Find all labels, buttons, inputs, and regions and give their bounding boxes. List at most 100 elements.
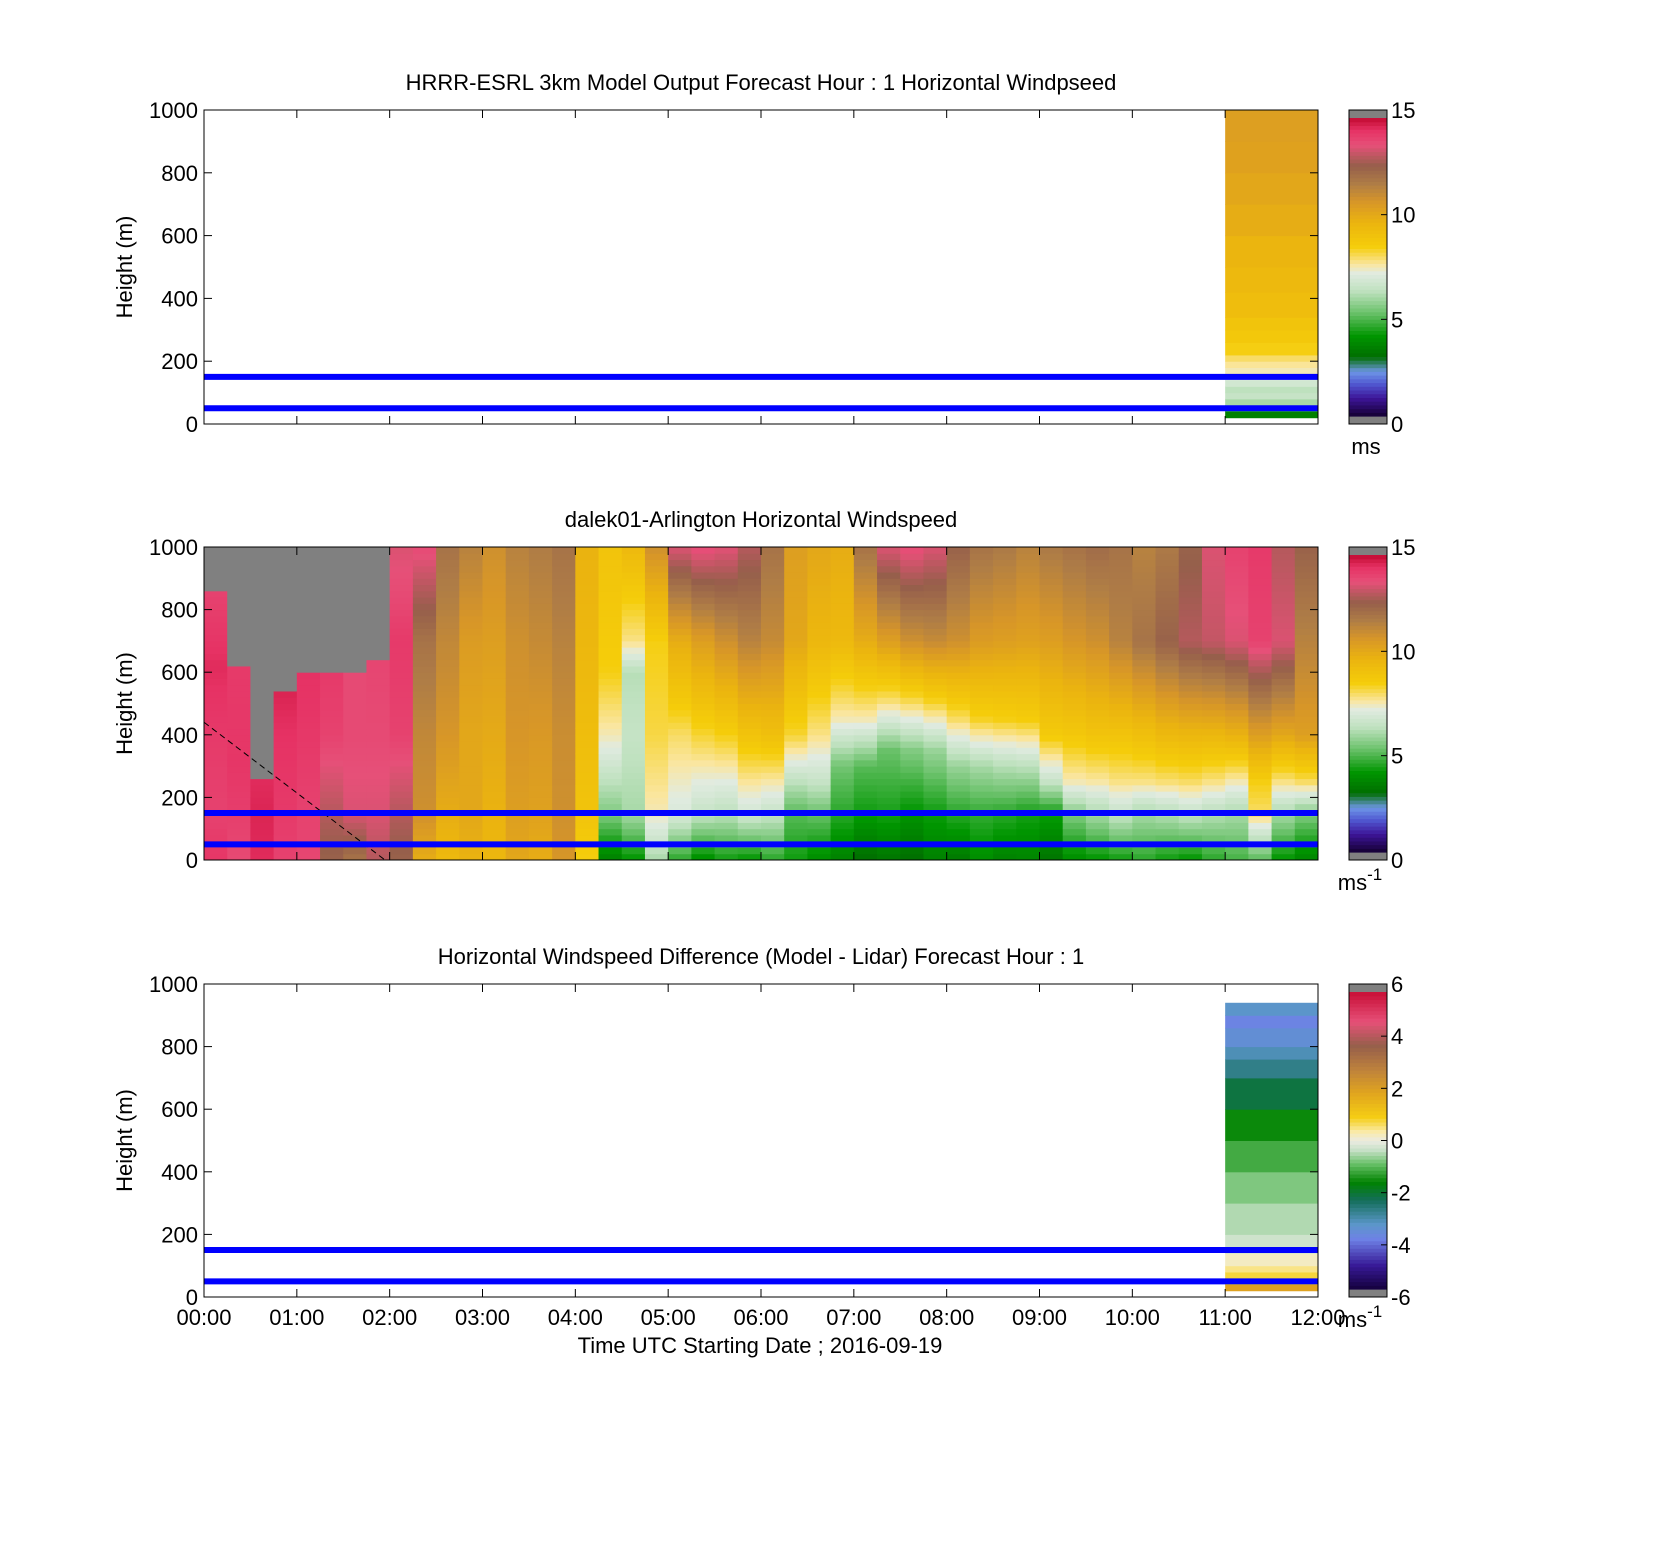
heatmap-cell (1039, 741, 1064, 748)
heatmap-cell (877, 672, 901, 679)
heatmap-cell (389, 759, 414, 767)
heatmap-cell (459, 791, 483, 798)
heatmap-cell (737, 597, 762, 604)
heatmap-cell (644, 665, 669, 673)
heatmap-cell (482, 578, 507, 586)
heatmap-cell (250, 547, 275, 554)
heatmap-cell (668, 565, 692, 573)
heatmap-cell (227, 615, 251, 623)
heatmap-cell (1062, 816, 1087, 823)
heatmap-cell (552, 822, 576, 830)
heatmap-cell (1271, 609, 1296, 617)
heatmap-cell (761, 665, 785, 673)
heatmap-cell (714, 784, 739, 792)
heatmap-cell (459, 822, 483, 830)
heatmap-cell (1132, 684, 1157, 692)
heatmap-cell (412, 716, 437, 723)
colorbar-segment (1349, 136, 1387, 141)
heatmap-cell (389, 647, 414, 654)
heatmap-cell (668, 778, 692, 786)
heatmap-cell (1132, 728, 1157, 736)
heatmap-cell (1132, 559, 1157, 567)
heatmap-cell (505, 772, 530, 780)
heatmap-cell (389, 784, 414, 792)
y-tick-label: 800 (161, 598, 198, 623)
heatmap-cell (621, 766, 646, 773)
heatmap-cell (1178, 853, 1203, 861)
colorbar-segment (1349, 1114, 1387, 1119)
heatmap-cell (598, 640, 623, 648)
colorbar-segment (1349, 248, 1387, 253)
heatmap-cell (993, 753, 1017, 761)
heatmap-cell (668, 672, 692, 679)
colorbar-segment (1349, 580, 1387, 586)
heatmap-cell (482, 728, 507, 736)
heatmap-cell (598, 672, 623, 679)
heatmap-cell (1155, 697, 1180, 704)
heatmap-cell (853, 647, 878, 654)
heatmap-cell (1039, 628, 1064, 636)
heatmap-cell (714, 672, 739, 679)
heatmap-cell (1109, 572, 1133, 579)
colorbar-segment (1349, 181, 1387, 186)
heatmap-cell (853, 791, 878, 798)
heatmap-cell (784, 553, 808, 561)
heatmap-cell (969, 659, 994, 667)
heatmap-cell (227, 728, 251, 736)
heatmap-cell (1062, 716, 1087, 723)
heatmap-cell (807, 853, 832, 861)
heatmap-cell (250, 797, 275, 805)
heatmap-cell (575, 728, 600, 736)
heatmap-cell (273, 747, 298, 755)
colorbar-segment (1349, 662, 1387, 667)
heatmap-cell (1201, 741, 1226, 748)
heatmap-cell (366, 622, 391, 629)
heatmap-cell (1085, 703, 1110, 711)
heatmap-cell (714, 665, 739, 673)
heatmap-cell (1271, 778, 1296, 786)
heatmap-cell (1178, 690, 1203, 698)
heatmap-cell (296, 816, 321, 823)
heatmap-cell (1294, 816, 1319, 823)
heatmap-cell (1039, 722, 1064, 730)
y-tick-label: 400 (161, 723, 198, 748)
heatmap-cell (482, 665, 507, 673)
heatmap-cell (784, 853, 808, 861)
heatmap-cell (1201, 634, 1226, 642)
colorbar-segment (1349, 155, 1387, 160)
heatmap-cell (250, 784, 275, 792)
heatmap-cell (668, 828, 692, 836)
heatmap-cell (900, 778, 924, 786)
heatmap-cell (900, 853, 924, 861)
heatmap-cell (737, 578, 762, 586)
heatmap-cell (296, 597, 321, 604)
heatmap-cell (412, 597, 437, 604)
heatmap-cell (227, 553, 251, 561)
colorbar-segment (1349, 1118, 1387, 1123)
heatmap-cell (273, 847, 298, 855)
colorbar-segment (1349, 1266, 1387, 1272)
heatmap-cell (482, 722, 507, 730)
heatmap-cell (737, 672, 762, 679)
heatmap-cell (459, 690, 483, 698)
heatmap-cell (412, 590, 437, 598)
heatmap-cell (644, 684, 669, 692)
heatmap-cell (528, 697, 553, 704)
heatmap-cell (1201, 684, 1226, 692)
colorbar-segment (1349, 844, 1387, 849)
colorbar-segment (1349, 203, 1387, 208)
heatmap-cell (644, 753, 669, 761)
heatmap-cell (1155, 609, 1180, 617)
heatmap-cell (877, 728, 901, 736)
colorbar-segment (1349, 363, 1387, 369)
y-tick-label: 400 (161, 286, 198, 311)
heatmap-cell (296, 640, 321, 648)
heatmap-cell (761, 578, 785, 586)
heatmap-cell (227, 647, 251, 654)
heatmap-cell (436, 797, 460, 805)
heatmap-cell (691, 709, 716, 717)
heatmap-cell (505, 678, 530, 686)
heatmap-cell (1132, 722, 1157, 730)
heatmap-cell (668, 572, 692, 579)
heatmap-cell (1201, 828, 1226, 836)
